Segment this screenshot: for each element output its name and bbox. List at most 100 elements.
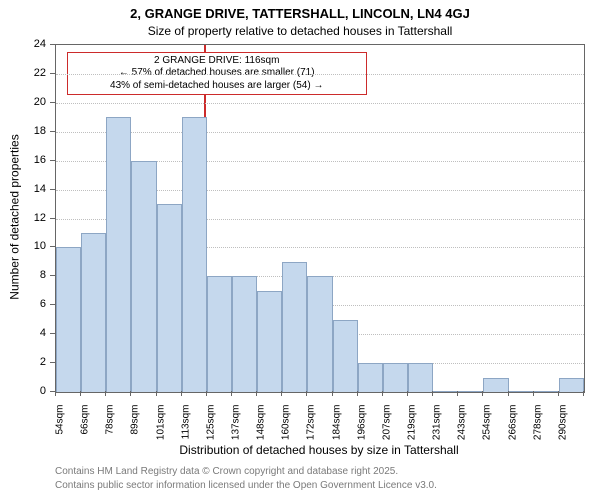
histogram-chart: 2, GRANGE DRIVE, TATTERSHALL, LINCOLN, L… xyxy=(0,0,600,500)
xtick-mark xyxy=(306,391,307,396)
annotation-line: 43% of semi-detached houses are larger (… xyxy=(72,80,362,93)
plot-area: 2 GRANGE DRIVE: 116sqm← 57% of detached … xyxy=(55,44,585,393)
xtick-mark xyxy=(382,391,383,396)
xtick-label: 78sqm xyxy=(105,405,116,455)
histogram-bar xyxy=(534,391,559,392)
xtick-label: 172sqm xyxy=(306,405,317,455)
xtick-label: 196sqm xyxy=(356,405,367,455)
ytick-label: 14 xyxy=(0,183,46,195)
histogram-bar xyxy=(483,378,508,392)
xtick-mark xyxy=(457,391,458,396)
ytick-label: 4 xyxy=(0,327,46,339)
credit-line-2: Contains public sector information licen… xyxy=(55,480,437,491)
gridline xyxy=(56,103,584,104)
xtick-label: 243sqm xyxy=(457,405,468,455)
xtick-mark xyxy=(533,391,534,396)
xtick-mark xyxy=(130,391,131,396)
histogram-bar xyxy=(282,262,307,392)
gridline xyxy=(56,74,584,75)
histogram-bar xyxy=(131,161,156,392)
ytick-mark xyxy=(50,131,55,132)
ytick-mark xyxy=(50,304,55,305)
xtick-label: 125sqm xyxy=(205,405,216,455)
xtick-mark xyxy=(407,391,408,396)
xtick-label: 231sqm xyxy=(432,405,443,455)
histogram-bar xyxy=(207,276,232,392)
xtick-label: 101sqm xyxy=(155,405,166,455)
annotation-line: 2 GRANGE DRIVE: 116sqm xyxy=(72,55,362,68)
xtick-label: 148sqm xyxy=(256,405,267,455)
xtick-label: 113sqm xyxy=(180,405,191,455)
xtick-mark xyxy=(80,391,81,396)
xtick-label: 66sqm xyxy=(80,405,91,455)
histogram-bar xyxy=(257,291,282,392)
xtick-mark xyxy=(281,391,282,396)
ytick-mark xyxy=(50,275,55,276)
histogram-bar xyxy=(182,117,207,392)
xtick-label: 254sqm xyxy=(482,405,493,455)
xtick-label: 207sqm xyxy=(381,405,392,455)
xtick-mark xyxy=(482,391,483,396)
xtick-mark xyxy=(55,391,56,396)
histogram-bar xyxy=(81,233,106,392)
xtick-label: 219sqm xyxy=(407,405,418,455)
histogram-bar xyxy=(232,276,257,392)
xtick-mark xyxy=(206,391,207,396)
xtick-label: 54sqm xyxy=(55,405,66,455)
xtick-label: 290sqm xyxy=(557,405,568,455)
xtick-label: 89sqm xyxy=(130,405,141,455)
ytick-label: 20 xyxy=(0,96,46,108)
xtick-mark xyxy=(583,391,584,396)
xtick-label: 266sqm xyxy=(507,405,518,455)
histogram-bar xyxy=(383,363,408,392)
xtick-mark xyxy=(256,391,257,396)
gridline xyxy=(56,132,584,133)
ytick-label: 24 xyxy=(0,38,46,50)
chart-subtitle: Size of property relative to detached ho… xyxy=(0,24,600,38)
ytick-mark xyxy=(50,218,55,219)
xtick-mark xyxy=(231,391,232,396)
ytick-mark xyxy=(50,333,55,334)
xtick-label: 137sqm xyxy=(231,405,242,455)
xtick-mark xyxy=(357,391,358,396)
xtick-mark xyxy=(508,391,509,396)
credit-line-1: Contains HM Land Registry data © Crown c… xyxy=(55,466,398,477)
ytick-label: 0 xyxy=(0,385,46,397)
ytick-label: 2 xyxy=(0,356,46,368)
ytick-label: 18 xyxy=(0,125,46,137)
ytick-label: 16 xyxy=(0,154,46,166)
histogram-bar xyxy=(458,391,483,392)
ytick-mark xyxy=(50,44,55,45)
xtick-mark xyxy=(181,391,182,396)
ytick-label: 6 xyxy=(0,298,46,310)
xtick-mark xyxy=(432,391,433,396)
ytick-label: 22 xyxy=(0,67,46,79)
histogram-bar xyxy=(56,247,81,392)
xtick-label: 160sqm xyxy=(281,405,292,455)
histogram-bar xyxy=(358,363,383,392)
ytick-mark xyxy=(50,246,55,247)
ytick-mark xyxy=(50,160,55,161)
histogram-bar xyxy=(408,363,433,392)
histogram-bar xyxy=(106,117,131,392)
ytick-label: 10 xyxy=(0,240,46,252)
xtick-mark xyxy=(105,391,106,396)
ytick-mark xyxy=(50,73,55,74)
chart-title: 2, GRANGE DRIVE, TATTERSHALL, LINCOLN, L… xyxy=(0,6,600,21)
xtick-mark xyxy=(332,391,333,396)
xtick-mark xyxy=(156,391,157,396)
xtick-label: 184sqm xyxy=(331,405,342,455)
histogram-bar xyxy=(307,276,332,392)
histogram-bar xyxy=(157,204,182,392)
histogram-bar xyxy=(509,391,534,392)
xtick-mark xyxy=(558,391,559,396)
xtick-label: 278sqm xyxy=(532,405,543,455)
ytick-label: 12 xyxy=(0,212,46,224)
ytick-mark xyxy=(50,189,55,190)
histogram-bar xyxy=(433,391,458,392)
histogram-bar xyxy=(333,320,358,392)
ytick-label: 8 xyxy=(0,269,46,281)
histogram-bar xyxy=(559,378,584,392)
ytick-mark xyxy=(50,362,55,363)
ytick-mark xyxy=(50,102,55,103)
